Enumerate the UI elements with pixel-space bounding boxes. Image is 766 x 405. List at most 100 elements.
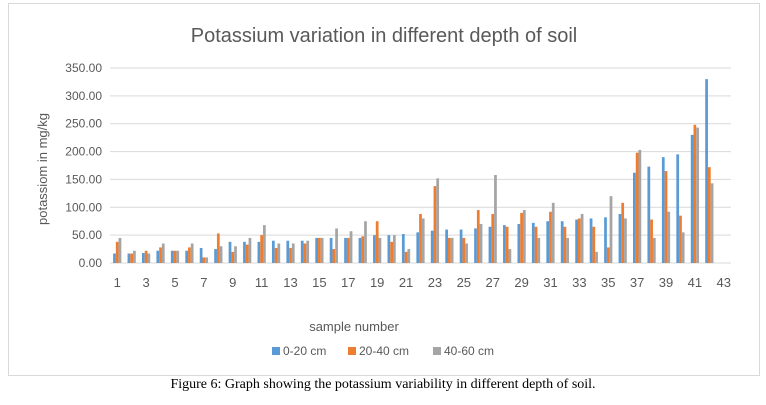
x-tick-label: 23	[428, 275, 442, 290]
bar-20-40cm-sample-17	[346, 237, 350, 263]
bar-40-60cm-sample-20	[392, 235, 396, 263]
x-tick-label: 25	[457, 275, 471, 290]
bar-40-60cm-sample-25	[465, 243, 468, 263]
bar-0-20cm-sample-29	[517, 224, 521, 263]
bar-0-20cm-sample-5	[170, 250, 174, 263]
chart-title: Potassium variation in different depth o…	[191, 25, 578, 47]
bar-20-40cm-sample-36	[621, 202, 625, 263]
bar-0-20cm-sample-3	[141, 252, 145, 263]
bar-40-60cm-sample-42	[710, 183, 714, 263]
bar-20-40cm-sample-24	[448, 237, 451, 263]
y-tick-label: 250.00	[65, 117, 102, 131]
bar-40-60cm-sample-24	[450, 237, 454, 263]
bar-20-40cm-sample-33	[577, 218, 581, 263]
bar-0-20cm-sample-40	[676, 154, 680, 263]
bar-20-40cm-sample-30	[534, 226, 538, 263]
bar-20-40cm-sample-12	[274, 247, 278, 263]
bar-20-40cm-sample-22	[419, 213, 422, 263]
bar-40-60cm-sample-26	[479, 224, 483, 263]
y-tick-label: 150.00	[65, 172, 102, 186]
x-tick-label: 39	[659, 275, 673, 290]
bar-0-20cm-sample-30	[531, 222, 535, 263]
y-axis-label: potassiom in mg/kg	[35, 113, 50, 225]
y-tick-label: 100.00	[65, 200, 102, 214]
bar-0-20cm-sample-10	[243, 241, 246, 263]
bar-0-20cm-sample-24	[445, 229, 449, 263]
bar-40-60cm-sample-11	[263, 225, 266, 263]
chart-svg: Potassium variation in different depth o…	[35, 25, 731, 358]
bar-40-60cm-sample-34	[595, 251, 598, 263]
bar-20-40cm-sample-7	[202, 257, 206, 263]
bar-0-20cm-sample-25	[459, 229, 463, 263]
chart-frame: Potassium variation in different depth o…	[8, 3, 760, 376]
bar-20-40cm-sample-16	[332, 249, 336, 263]
bar-20-40cm-sample-34	[592, 226, 596, 263]
bar-40-60cm-sample-28	[508, 249, 512, 263]
bar-0-20cm-sample-27	[488, 226, 492, 263]
bar-40-60cm-sample-15	[320, 237, 324, 263]
bar-40-60cm-sample-31	[551, 202, 555, 263]
bar-40-60cm-sample-12	[277, 243, 281, 263]
legend-swatch	[433, 347, 441, 355]
bar-40-60cm-sample-33	[580, 213, 584, 263]
bar-0-20cm-sample-7	[199, 247, 203, 263]
y-tick-labels: 0.00 50.00 100.00 150.00 200.00 250.00 300.00 3…	[65, 61, 102, 270]
bar-40-60cm-sample-18	[364, 221, 367, 263]
x-tick-label: 35	[601, 275, 615, 290]
bar-40-60cm-sample-29	[522, 210, 526, 263]
bar-20-40cm-sample-1	[115, 241, 119, 263]
y-tick-label: 350.00	[65, 61, 102, 75]
x-tick-label: 43	[717, 275, 731, 290]
bar-0-20cm-sample-28	[503, 225, 506, 263]
bar-0-20cm-sample-33	[575, 219, 578, 263]
figure-caption: Figure 6: Graph showing the potassium va…	[170, 377, 596, 392]
bar-0-20cm-sample-23	[430, 230, 434, 263]
bar-0-20cm-sample-42	[705, 79, 708, 264]
x-tick-label: 19	[370, 275, 384, 290]
x-tick-label: 3	[142, 275, 149, 290]
legend-label: 0-20 cm	[283, 344, 326, 358]
bar-40-60cm-sample-40	[681, 232, 685, 263]
bar-20-40cm-sample-20	[390, 241, 393, 263]
x-tick-label: 13	[283, 275, 297, 290]
bar-20-40cm-sample-25	[462, 237, 466, 263]
bar-40-60cm-sample-36	[624, 218, 627, 263]
bar-0-20cm-sample-34	[589, 218, 593, 263]
bar-40-60cm-sample-27	[494, 174, 497, 263]
bar-0-20cm-sample-41	[690, 134, 694, 263]
bar-0-20cm-sample-21	[401, 234, 405, 263]
bar-0-20cm-sample-17	[344, 237, 347, 263]
bar-20-40cm-sample-2	[130, 253, 134, 263]
bar-40-60cm-sample-23	[436, 178, 440, 263]
bar-40-60cm-sample-1	[118, 237, 122, 263]
x-tick-labels: 1 3 5 7 9 11 13 15 17 19 21 23 25 27 29 31 33 35 37 39 41 43	[114, 275, 731, 290]
bar-40-60cm-sample-32	[566, 237, 570, 263]
x-tick-label: 33	[572, 275, 586, 290]
bar-40-60cm-sample-6	[190, 243, 194, 263]
bar-0-20cm-sample-32	[560, 221, 564, 263]
bar-20-40cm-sample-13	[289, 247, 292, 263]
bar-40-60cm-sample-10	[248, 237, 252, 263]
x-tick-label: 37	[630, 275, 644, 290]
bar-40-60cm-sample-41	[696, 127, 700, 263]
bar-0-20cm-sample-16	[329, 237, 333, 263]
bar-20-40cm-sample-18	[361, 236, 365, 263]
bar-0-20cm-sample-14	[300, 240, 304, 263]
bar-20-40cm-sample-8	[216, 233, 220, 263]
bar-0-20cm-sample-1	[113, 253, 116, 263]
bar-20-40cm-sample-21	[404, 251, 408, 263]
bar-40-60cm-sample-16	[335, 228, 338, 263]
bar-0-20cm-sample-8	[214, 249, 217, 263]
bar-20-40cm-sample-14	[303, 243, 307, 263]
bar-40-60cm-sample-4	[161, 243, 165, 263]
y-tick-label: 50.00	[72, 228, 102, 242]
bar-40-60cm-sample-39	[667, 211, 671, 263]
bar-40-60cm-sample-37	[638, 149, 642, 263]
x-tick-label: 15	[312, 275, 326, 290]
y-tick-label: 0.00	[79, 256, 103, 270]
bar-40-60cm-sample-7	[205, 257, 208, 263]
bar-40-60cm-sample-38	[652, 237, 656, 263]
x-tick-label: 1	[114, 275, 121, 290]
bar-20-40cm-sample-27	[491, 213, 495, 263]
bar-0-20cm-sample-39	[661, 157, 665, 263]
